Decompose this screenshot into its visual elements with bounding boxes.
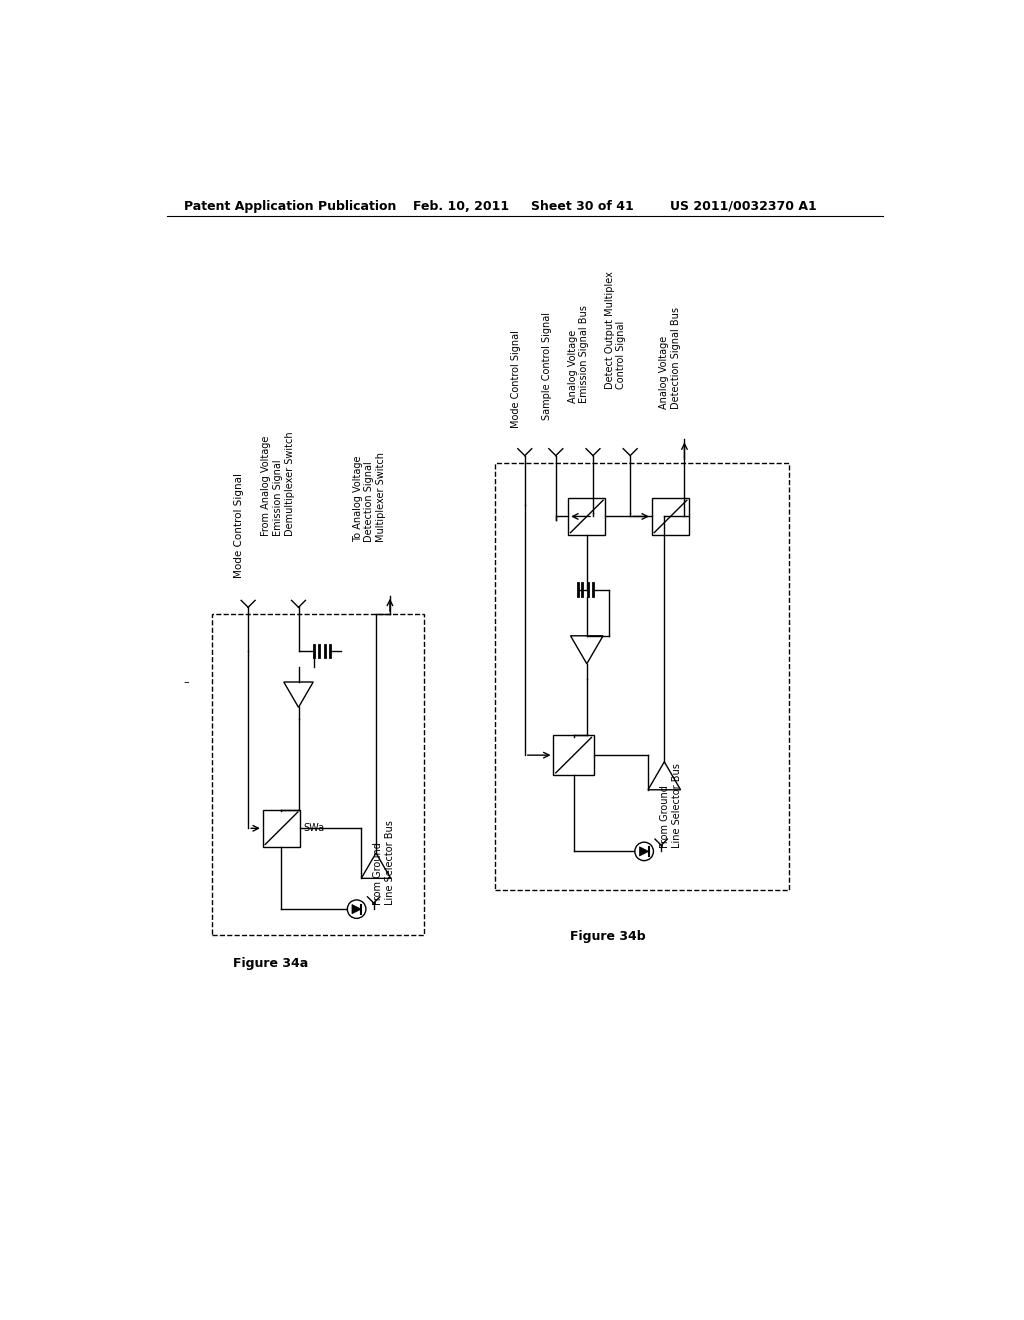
Bar: [652, 498, 689, 535]
Text: Mode Control Signal: Mode Control Signal: [234, 473, 245, 578]
Text: –: –: [183, 677, 189, 686]
Text: Sample Control Signal: Sample Control Signal: [542, 313, 552, 420]
Bar: [263, 810, 300, 847]
Text: Mode Control Signal: Mode Control Signal: [511, 330, 521, 428]
Text: Feb. 10, 2011: Feb. 10, 2011: [414, 199, 509, 213]
Text: US 2011/0032370 A1: US 2011/0032370 A1: [671, 199, 817, 213]
Bar: [554, 735, 594, 775]
Text: Analog Voltage
Detection Signal Bus: Analog Voltage Detection Signal Bus: [659, 306, 681, 409]
Polygon shape: [352, 904, 361, 913]
Text: Patent Application Publication: Patent Application Publication: [183, 199, 396, 213]
Bar: [568, 498, 605, 535]
Text: From Ground
Line Selector Bus: From Ground Line Selector Bus: [660, 763, 682, 847]
Text: Figure 34a: Figure 34a: [232, 957, 308, 970]
Text: Figure 34b: Figure 34b: [569, 929, 645, 942]
Text: From Analog Voltage
Emission Signal
Demultiplexer Switch: From Analog Voltage Emission Signal Demu…: [261, 432, 295, 536]
Text: SWa: SWa: [303, 824, 325, 833]
Text: Sheet 30 of 41: Sheet 30 of 41: [531, 199, 634, 213]
Text: Analog Voltage
Emission Signal Bus: Analog Voltage Emission Signal Bus: [567, 305, 589, 404]
Text: To Analog Voltage
Detection Signal
Multiplexer Switch: To Analog Voltage Detection Signal Multi…: [353, 451, 386, 543]
Text: Detect Output Multiplex
Control Signal: Detect Output Multiplex Control Signal: [605, 272, 627, 389]
Text: From Ground
Line Selector Bus: From Ground Line Selector Bus: [373, 821, 394, 906]
Polygon shape: [640, 847, 649, 857]
